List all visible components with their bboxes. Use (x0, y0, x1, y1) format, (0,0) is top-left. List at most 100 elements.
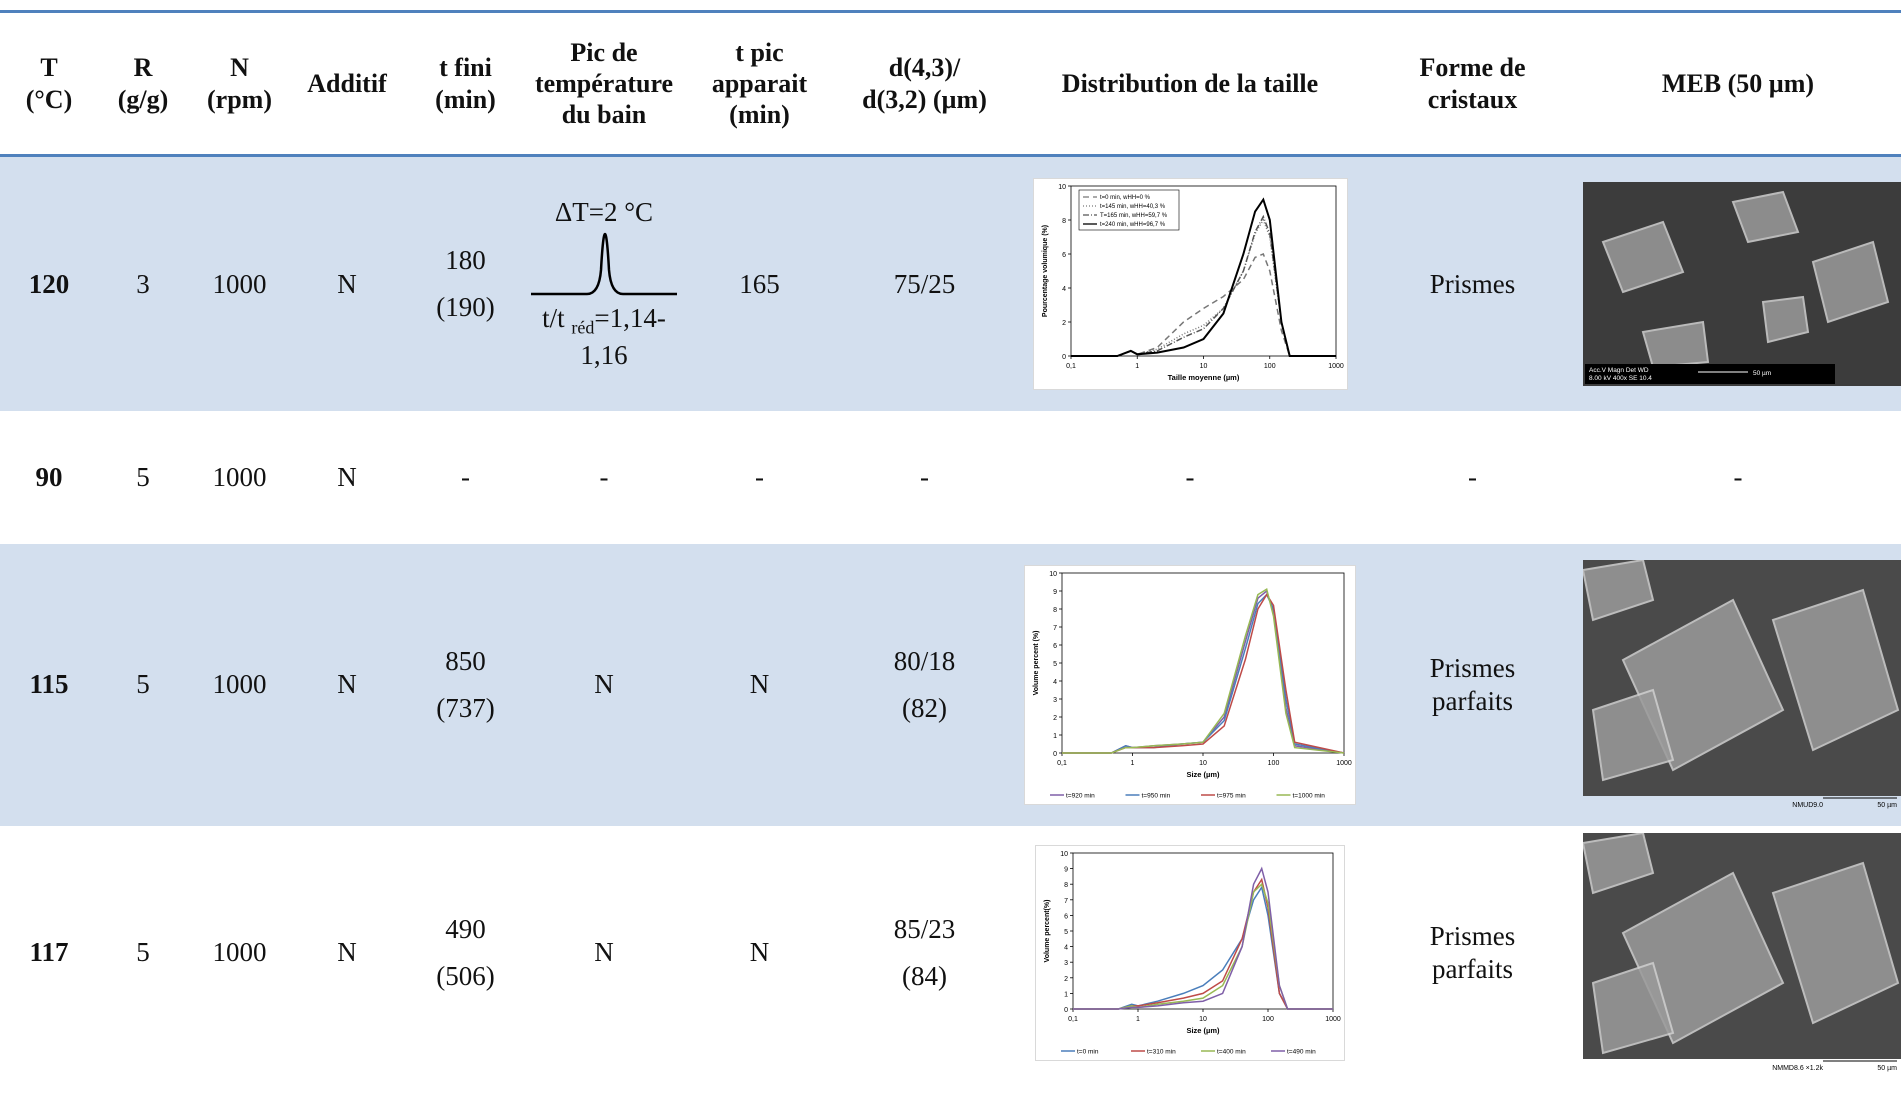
y-tick-label: 10 (1049, 571, 1057, 578)
cell-text: 180 (445, 245, 486, 276)
y-tick-label: 9 (1053, 589, 1057, 596)
y-tick-label: 6 (1053, 643, 1057, 650)
header-text: Additif (307, 68, 387, 98)
legend-label: t=310 min (1147, 1048, 1176, 1055)
sem-databar (1585, 363, 1835, 384)
y-tick-label: 7 (1064, 897, 1068, 904)
cell-text: N (337, 461, 357, 492)
cell-text: - (599, 461, 609, 492)
ratio-text: 1,16 (580, 340, 628, 371)
cell-text: parfaits (1432, 953, 1513, 984)
y-tick-label: 2 (1053, 715, 1057, 722)
crystal-shape (1641, 320, 1710, 368)
sem-scale: 50 µm (1753, 370, 1771, 377)
header-text: (rpm) (207, 84, 272, 114)
header-cell: N (rpm) (188, 10, 291, 157)
size-distribution-chart: 0 2 4 6 8 10 0,1 1 10 100 1000 Taille moyenne (µm) P… (1032, 177, 1348, 390)
y-tick-label: 4 (1064, 944, 1068, 951)
y-tick-label: 6 (1064, 913, 1068, 920)
header-row: T (°C) R (g/g) N (rpm) Additif t fini (min) Pic d… (0, 10, 1901, 157)
header-text: Distribution de la taille (1061, 68, 1319, 98)
header-cell: d(4,3)/d(3,2) (µm) (839, 10, 1010, 157)
y-tick-label: 2 (1064, 975, 1068, 982)
crystal-shape (1591, 961, 1675, 1054)
x-tick-label: 10 (1199, 363, 1207, 370)
cell-text: 120 (28, 268, 70, 299)
cell-text: 165 (739, 268, 780, 299)
sem-caption: Acc.V Magn Det WD (1589, 367, 1649, 374)
y-tick-label: 10 (1058, 184, 1066, 191)
table-cell: 5 (98, 543, 188, 826)
crystal-shape (1601, 220, 1685, 293)
table-body: 120 3 1000 N 180 (190) ΔT=2 °C t/t réd=1,14- 1,1… (0, 155, 1901, 1080)
header-text: Forme de (1419, 53, 1526, 83)
cell-text: 5 (136, 937, 150, 968)
sem-caption: 8.00 kV 400x SE 10.4 (1589, 375, 1652, 382)
y-tick-label: 9 (1064, 866, 1068, 873)
cell-text: 5 (136, 669, 150, 700)
cell-text: - (1733, 461, 1743, 492)
table-cell: 0 1 2 3 4 5 6 7 8 9 10 0,1 1 10 100 1000 Size (µm) Volume… (1010, 826, 1370, 1080)
x-tick-label: 1000 (1336, 760, 1352, 767)
cell-text: 490 (445, 914, 486, 945)
table-cell: 0 2 4 6 8 10 0,1 1 10 100 1000 Taille moyenne (µm) P… (1010, 155, 1370, 411)
x-tick-label: 1000 (1328, 363, 1344, 370)
table-cell: N (680, 826, 839, 1080)
ratio-text: =1,14- (594, 303, 666, 334)
header-cell: t pic apparait (min) (680, 10, 839, 157)
header-cell: Forme de cristaux (1370, 10, 1575, 157)
x-axis-label: Size (µm) (1186, 1026, 1220, 1035)
cell-text: 850 (445, 646, 486, 677)
header-text: N (230, 53, 249, 83)
table-cell: ΔT=2 °C t/t réd=1,14- 1,16 (528, 155, 680, 411)
cell-text: - (1185, 461, 1195, 492)
x-tick-label: 10 (1199, 760, 1207, 767)
sem-scale: 50 µm (1877, 1065, 1897, 1072)
cell-text: - (920, 461, 929, 492)
table-cell: NMMD8.6 ×1.2k 50 µm (1575, 826, 1901, 1080)
header-text: d(4,3)/ (888, 53, 961, 83)
header-text: (min) (435, 84, 496, 114)
legend-label: T=165 min, wHH=59,7 % (1100, 213, 1168, 219)
cell-text: parfaits (1432, 685, 1513, 716)
size-distribution-chart: 0 1 2 3 4 5 6 7 8 9 10 0,1 1 10 100 1000 Size (µm) Volume… (1024, 564, 1356, 805)
series-line (1062, 587, 1345, 754)
cell-text: (82) (902, 692, 947, 723)
table-cell: - (680, 411, 839, 544)
header-text: t pic (735, 37, 784, 67)
table-cell: N (680, 543, 839, 826)
y-tick-label: 3 (1064, 960, 1068, 967)
ratio-text: t/t (542, 303, 572, 334)
x-tick-label: 1000 (1325, 1016, 1341, 1023)
y-tick-label: 6 (1062, 252, 1066, 259)
table-cell: 80/18 (82) (839, 543, 1010, 826)
table-row: 90 5 1000 N - - - - - - - (0, 411, 1901, 544)
table-cell: 3 (98, 155, 188, 411)
table-cell: Acc.V Magn Det WD 8.00 kV 400x SE 10.4 50 … (1575, 155, 1901, 411)
header-text: MEB (50 µm) (1661, 68, 1815, 98)
legend-label: t=975 min (1217, 792, 1246, 799)
size-distribution-chart: 0 1 2 3 4 5 6 7 8 9 10 0,1 1 10 100 1000 Size (µm) Volume… (1035, 844, 1345, 1061)
table-cell: - (1010, 411, 1370, 544)
y-tick-label: 8 (1053, 607, 1057, 614)
table-cell: 85/23 (84) (839, 826, 1010, 1080)
table-cell: 1000 (188, 543, 291, 826)
cell-text: 115 (29, 669, 69, 700)
header-text: d(3,2) (µm) (862, 84, 987, 114)
cell-text: 75/25 (893, 268, 956, 299)
series-line (1070, 197, 1336, 357)
crystal-shape (1771, 588, 1900, 751)
y-tick-label: 7 (1053, 625, 1057, 632)
crystal-shape (1583, 559, 1655, 621)
table-cell: N (528, 826, 680, 1080)
cell-text: - (461, 461, 470, 492)
series-line (1062, 592, 1345, 754)
cell-text: Prismes (1429, 268, 1516, 299)
header-cell: t fini (min) (403, 10, 528, 157)
header-text: cristaux (1427, 84, 1518, 114)
table-cell: 115 (0, 543, 98, 826)
y-tick-label: 5 (1053, 661, 1057, 668)
table-cell: NMUD9.0 50 µm (1575, 543, 1901, 826)
x-tick-label: 0,1 (1057, 760, 1067, 767)
